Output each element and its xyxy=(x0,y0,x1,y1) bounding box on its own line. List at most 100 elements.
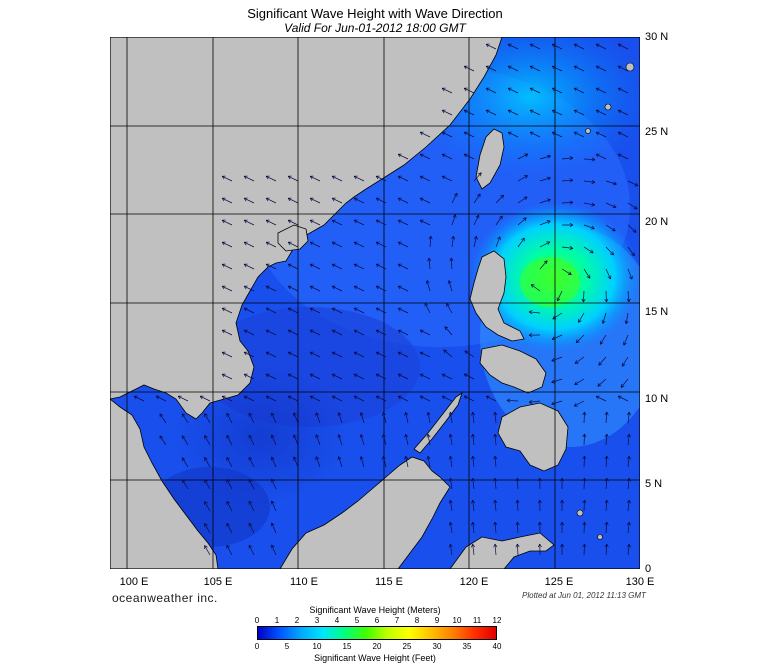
wave-arrow-head xyxy=(419,198,423,202)
wave-arrow-head xyxy=(569,224,574,228)
wave-arrow xyxy=(397,395,409,402)
wave-arrow-head xyxy=(498,215,503,218)
wave-arrow-head xyxy=(506,398,511,401)
wave-arrow-head xyxy=(265,308,269,312)
wave-arrow-head xyxy=(626,521,630,526)
lon-label-115e: 115 E xyxy=(375,576,403,588)
land-malay-peninsula xyxy=(110,398,219,569)
wave-arrow-head xyxy=(382,412,384,416)
wave-arrow-head xyxy=(463,88,467,92)
wave-arrow xyxy=(574,400,585,407)
wave-arrow-head xyxy=(606,543,609,548)
wave-arrow xyxy=(405,456,409,468)
wave-arrow xyxy=(309,373,321,380)
wave-arrow-head xyxy=(419,330,423,334)
wave-arrow-head xyxy=(604,455,608,460)
wave-arrow xyxy=(221,219,233,226)
wave-arrow-head xyxy=(515,521,518,526)
wave-arrow-head xyxy=(331,374,335,378)
wave-arrow xyxy=(243,307,255,314)
wave-arrow-head xyxy=(575,339,578,343)
wave-arrow xyxy=(271,478,277,490)
wave-arrow-head xyxy=(628,521,631,526)
wave-arrow-head xyxy=(551,88,555,92)
wave-arrow-head xyxy=(375,330,379,334)
wave-arrow xyxy=(517,237,525,248)
wave-arrow-head xyxy=(375,396,379,400)
wave-arrow xyxy=(443,349,453,358)
wave-arrow xyxy=(331,373,343,380)
wave-arrow xyxy=(243,351,255,358)
wave-arrow xyxy=(419,153,431,160)
wave-arrow-head xyxy=(528,310,533,313)
wave-arrow xyxy=(530,284,541,292)
wave-arrow xyxy=(177,395,189,402)
wave-arrow xyxy=(397,219,409,226)
wave-arrow-head xyxy=(628,411,631,416)
wave-arrow-head xyxy=(265,286,269,290)
wave-arrow-head xyxy=(552,315,555,320)
wave-arrow-head xyxy=(375,352,379,356)
wave-arrow-head xyxy=(353,330,357,334)
wave-arrow-head xyxy=(199,396,203,400)
land-borneo xyxy=(279,456,451,569)
wave-arrow xyxy=(557,290,563,302)
wave-arrow-head xyxy=(517,521,520,526)
wave-arrow-head xyxy=(441,374,445,378)
wave-arrow-head xyxy=(182,457,186,460)
wave-arrow xyxy=(375,175,387,182)
wave-arrow-head xyxy=(265,396,269,400)
wave-arrow xyxy=(605,268,611,280)
wave-arrow-head xyxy=(221,374,225,378)
wave-arrow xyxy=(293,434,299,446)
wave-arrow xyxy=(573,109,585,116)
wave-arrow xyxy=(551,334,563,340)
wave-arrow xyxy=(382,456,387,468)
wave-arrow-head xyxy=(551,382,556,384)
wave-arrow xyxy=(441,131,453,138)
wave-arrow-head xyxy=(529,44,533,48)
wave-arrow-head xyxy=(204,545,208,548)
wave-arrow-head xyxy=(450,411,453,416)
wave-arrow xyxy=(451,193,458,204)
wave-arrow-head xyxy=(582,477,585,482)
wave-arrow-head xyxy=(375,220,379,224)
wave-arrow xyxy=(309,175,321,182)
wave-arrow-head xyxy=(606,477,609,482)
wave-arrow xyxy=(605,290,607,303)
wave-arrow-head xyxy=(441,154,445,158)
wave-arrow-head xyxy=(494,455,498,460)
wave-arrow xyxy=(353,241,365,248)
wave-arrow xyxy=(485,65,497,72)
wave-arrow xyxy=(517,499,519,512)
wave-arrow-head xyxy=(309,396,313,400)
wave-arrow xyxy=(441,175,453,182)
wave-arrow xyxy=(597,378,607,387)
wave-arrow-head xyxy=(561,543,565,548)
wave-arrow-head xyxy=(271,412,275,416)
wave-arrow-head xyxy=(450,477,453,482)
wave-arrow-head xyxy=(582,433,585,438)
wave-arrow xyxy=(441,87,453,94)
wave-arrow xyxy=(463,395,475,402)
wave-arrow-head xyxy=(287,352,291,356)
wave-arrow-head xyxy=(515,477,518,482)
wave-arrow-head xyxy=(309,330,313,334)
wave-arrow-head xyxy=(331,176,335,180)
wave-arrow xyxy=(248,522,255,534)
wave-arrow-head xyxy=(448,544,451,548)
wave-arrow xyxy=(578,312,585,323)
wave-arrow xyxy=(287,175,299,182)
wave-arrow-head xyxy=(551,401,555,405)
legend-feet-tick: 0 xyxy=(254,642,260,651)
wave-arrow xyxy=(485,43,497,50)
lat-label-25n: 25 N xyxy=(645,126,669,138)
wave-arrow-head xyxy=(337,434,339,439)
wave-arrow xyxy=(473,236,477,248)
wave-arrow-head xyxy=(522,217,527,219)
wave-arrow xyxy=(338,434,343,446)
land-mindanao xyxy=(497,402,569,472)
wave-arrow xyxy=(405,434,409,446)
wave-arrow-head xyxy=(397,396,401,400)
wave-arrow-head xyxy=(551,358,555,362)
